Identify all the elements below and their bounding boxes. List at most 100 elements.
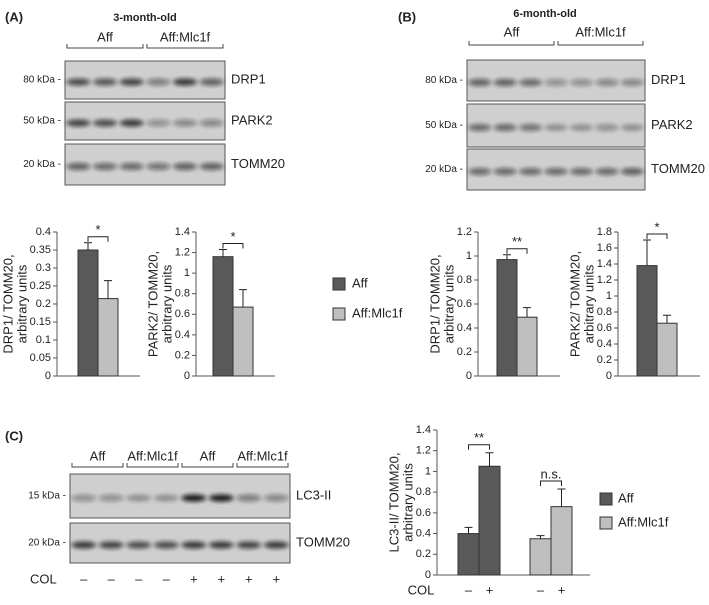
- blot-band: [519, 168, 543, 175]
- treatment-sign: +: [217, 571, 225, 586]
- significance-bracket: [646, 233, 668, 239]
- blot-band: [71, 494, 97, 502]
- y-tick-label: 0.8: [416, 486, 431, 498]
- y-tick-label: 1.8: [597, 226, 612, 238]
- treatment-sign: +: [190, 571, 198, 586]
- blot-band: [173, 78, 197, 86]
- group-bracket: [66, 44, 144, 49]
- group-label: Aff:Mlc1f: [237, 448, 288, 463]
- size-marker: 80 kDa -: [425, 75, 463, 86]
- y-tick-label: 0.8: [597, 306, 612, 318]
- y-tick-label: 1.4: [597, 258, 612, 270]
- protein-label: TOMM20: [231, 156, 285, 171]
- x-tick-label: +: [558, 582, 566, 597]
- bar: [550, 506, 573, 576]
- blot-band: [569, 124, 593, 131]
- panel-label: (A): [5, 9, 23, 24]
- blot-band: [519, 124, 543, 131]
- treatment-sign: –: [163, 571, 171, 586]
- y-tick-label: 0: [184, 370, 190, 382]
- y-tick-label: 0.2: [416, 548, 431, 560]
- error-bar: [239, 289, 247, 308]
- blot-band: [199, 163, 224, 170]
- blot-band: [98, 541, 124, 549]
- y-tick-label: 1.2: [175, 246, 190, 258]
- protein-label: PARK2: [231, 112, 273, 127]
- significance-bracket: [222, 242, 244, 249]
- blot-band: [119, 78, 144, 86]
- bar: [478, 465, 501, 576]
- error-bar: [503, 254, 511, 260]
- error-bar: [523, 307, 531, 318]
- x-axis-label: COL: [408, 582, 435, 597]
- blot-band: [66, 78, 91, 86]
- y-tick-label: 0: [45, 370, 51, 382]
- y-tick-label: 0: [425, 569, 431, 581]
- y-tick-label: 0.6: [597, 322, 612, 334]
- legend-label: Aff: [352, 275, 368, 290]
- panel-label: (C): [5, 428, 23, 443]
- y-tick-label: 0.05: [30, 352, 51, 364]
- y-axis-label: DRP1/ TOMM20,: [427, 254, 442, 353]
- blot-band: [173, 119, 197, 127]
- y-tick-label: 0.8: [457, 274, 472, 286]
- y-tick-label: 0.4: [597, 338, 612, 350]
- blot-band: [93, 163, 117, 170]
- group-bracket: [146, 44, 224, 49]
- blot-band: [71, 541, 97, 549]
- group-bracket: [181, 463, 234, 468]
- y-axis-label: arbitrary units: [581, 264, 596, 343]
- blot-band: [146, 119, 171, 127]
- bar: [496, 259, 518, 377]
- significance-label: **: [474, 430, 484, 445]
- y-tick-label: 1.2: [597, 274, 612, 286]
- y-tick-label: 0: [466, 370, 472, 382]
- blot-band: [544, 124, 568, 131]
- group-bracket: [71, 463, 124, 468]
- blot-band: [93, 119, 117, 127]
- blot-image: [64, 101, 226, 141]
- y-tick-label: 1: [184, 267, 190, 279]
- y-tick-label: 0.6: [416, 507, 431, 519]
- legend-swatch: [599, 516, 613, 530]
- y-tick-label: 0.4: [36, 226, 51, 238]
- blot-band: [595, 124, 619, 131]
- size-marker: 50 kDa -: [425, 120, 463, 131]
- legend-label: Aff:Mlc1f: [352, 305, 403, 320]
- blot-band: [126, 494, 152, 502]
- blot-band: [66, 163, 91, 170]
- blot-band: [263, 494, 289, 502]
- blot-band: [173, 163, 197, 170]
- bar: [97, 298, 119, 377]
- blot-band: [263, 541, 289, 549]
- group-bracket: [468, 41, 555, 46]
- error-bar: [485, 452, 494, 467]
- blot-band: [199, 119, 224, 127]
- x-tick-label: –: [537, 582, 545, 597]
- y-tick-label: 1.2: [457, 226, 472, 238]
- y-tick-label: 0.35: [30, 244, 51, 256]
- blot-band: [199, 78, 224, 86]
- error-bar: [536, 535, 545, 539]
- blot-band: [493, 124, 517, 131]
- y-tick-label: 1: [606, 290, 612, 302]
- blot-band: [236, 494, 262, 502]
- blot-band: [236, 541, 262, 549]
- blot-band: [146, 78, 171, 86]
- treatment-sign: +: [245, 571, 253, 586]
- blot-band: [468, 79, 492, 86]
- y-tick-label: 0.4: [175, 329, 190, 341]
- significance-bracket: [540, 480, 562, 487]
- significance-label: n.s.: [541, 466, 562, 481]
- group-label: Aff:Mlc1f: [127, 448, 178, 463]
- size-marker: 20 kDa -: [28, 538, 66, 549]
- panel-title: 6-month-old: [513, 8, 577, 20]
- group-label: Aff: [200, 448, 216, 463]
- blot-band: [146, 163, 171, 170]
- size-marker: 80 kDa -: [23, 75, 61, 86]
- y-axis-label: DRP1/ TOMM20,: [0, 254, 15, 353]
- bar: [529, 538, 552, 576]
- bar: [212, 256, 234, 377]
- y-tick-label: 0: [606, 370, 612, 382]
